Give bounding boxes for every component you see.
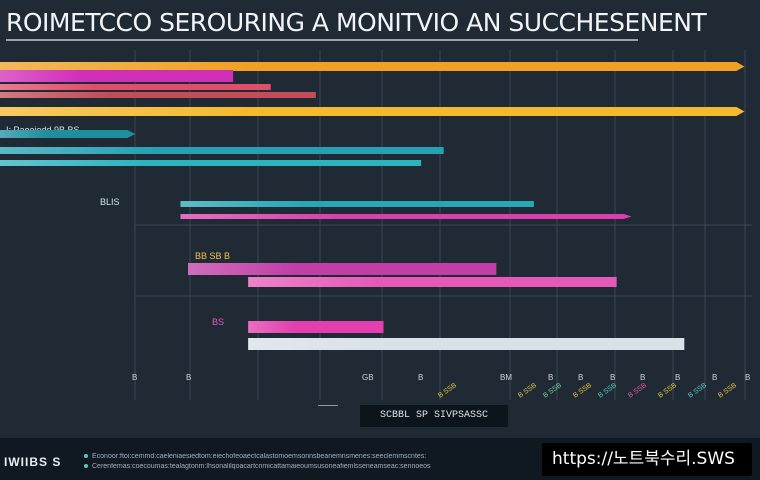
- bar: [0, 147, 444, 154]
- tick-label: BM: [500, 373, 512, 382]
- bar-highlight: [0, 62, 261, 71]
- tick-label: B: [675, 373, 680, 382]
- bar-highlight: [180, 201, 305, 207]
- footer-note-2: Cerenfemas:coecoumas:tealagtonm:lhsonali…: [84, 463, 544, 470]
- tick-label: B: [186, 373, 191, 382]
- footer-note-1: Econoor:ftoi:cemmd:caeleniaesiedtom:eiec…: [84, 453, 544, 460]
- tick-label-rotated: B SSB: [717, 382, 738, 400]
- bar-highlight: [0, 92, 111, 98]
- footer-note-1-text: Econoor:ftoi:cemmd:caeleniaesiedtom:eiec…: [92, 453, 427, 460]
- bar-highlight: [0, 147, 156, 154]
- center-label: SCBBL SP SIVPSASSC: [360, 405, 508, 427]
- bullet-icon: [84, 454, 88, 458]
- tick-label: B: [712, 373, 717, 382]
- tick-label: B: [610, 373, 615, 382]
- tick-label-rotated: B SSB: [627, 382, 648, 400]
- url-link[interactable]: https://노트북수리.SWS: [542, 443, 752, 476]
- tick-label: B: [418, 373, 423, 382]
- tick-label-rotated: B SSB: [542, 382, 563, 400]
- tick-label: GB: [362, 373, 374, 382]
- bar: [0, 84, 271, 90]
- bar-highlight: [0, 107, 261, 116]
- tick-label: B: [640, 373, 645, 382]
- group-label: BB SB B: [195, 251, 230, 261]
- bar-highlight: [0, 70, 82, 82]
- bar: [248, 277, 617, 287]
- bar-highlight: [0, 160, 148, 166]
- bar-marks: I: Paoeiodd 9B BSBLISBB SB BBS: [0, 62, 745, 350]
- chart-title: ROIMETCCO SEROURING A MONITVIO AN SUCCHE…: [6, 8, 707, 37]
- group-label: BLIS: [100, 197, 120, 207]
- tick-label-rotated: B SSB: [517, 382, 538, 400]
- bar-highlight: [188, 263, 296, 275]
- bar-chart: I: Paoeiodd 9B BSBLISBB SB BBS BBGBBBMBB…: [0, 50, 752, 400]
- tick-label: B: [578, 373, 583, 382]
- bar-highlight: [248, 321, 296, 333]
- tick-label: B: [548, 373, 553, 382]
- bar-highlight: [180, 214, 339, 219]
- title-underline: [6, 39, 638, 41]
- center-label-rule: [318, 405, 338, 406]
- bar-highlight: [0, 84, 95, 90]
- bar: [0, 92, 316, 98]
- bar-highlight: [248, 277, 378, 287]
- bar-highlight: [248, 338, 401, 350]
- bar-highlight: [0, 130, 48, 138]
- group-label: BS: [212, 317, 224, 327]
- footer-note-2-text: Cerenfemas:coecoumas:tealagtonm:lhsonali…: [92, 463, 431, 470]
- bullet-icon: [84, 464, 88, 468]
- footer-logo: IWIIBS S: [4, 455, 62, 469]
- tick-labels: B B GB B BM B B B B B B BB SSB B SSB B SSB B SSB B SSB B…: [132, 373, 750, 400]
- bar: [180, 201, 534, 207]
- tick-label-rotated: B SSB: [572, 382, 593, 400]
- tick-label: B: [132, 373, 137, 382]
- bar: [0, 160, 422, 166]
- tick-label-rotated: B SSB: [657, 382, 678, 400]
- tick-label: B: [745, 373, 750, 382]
